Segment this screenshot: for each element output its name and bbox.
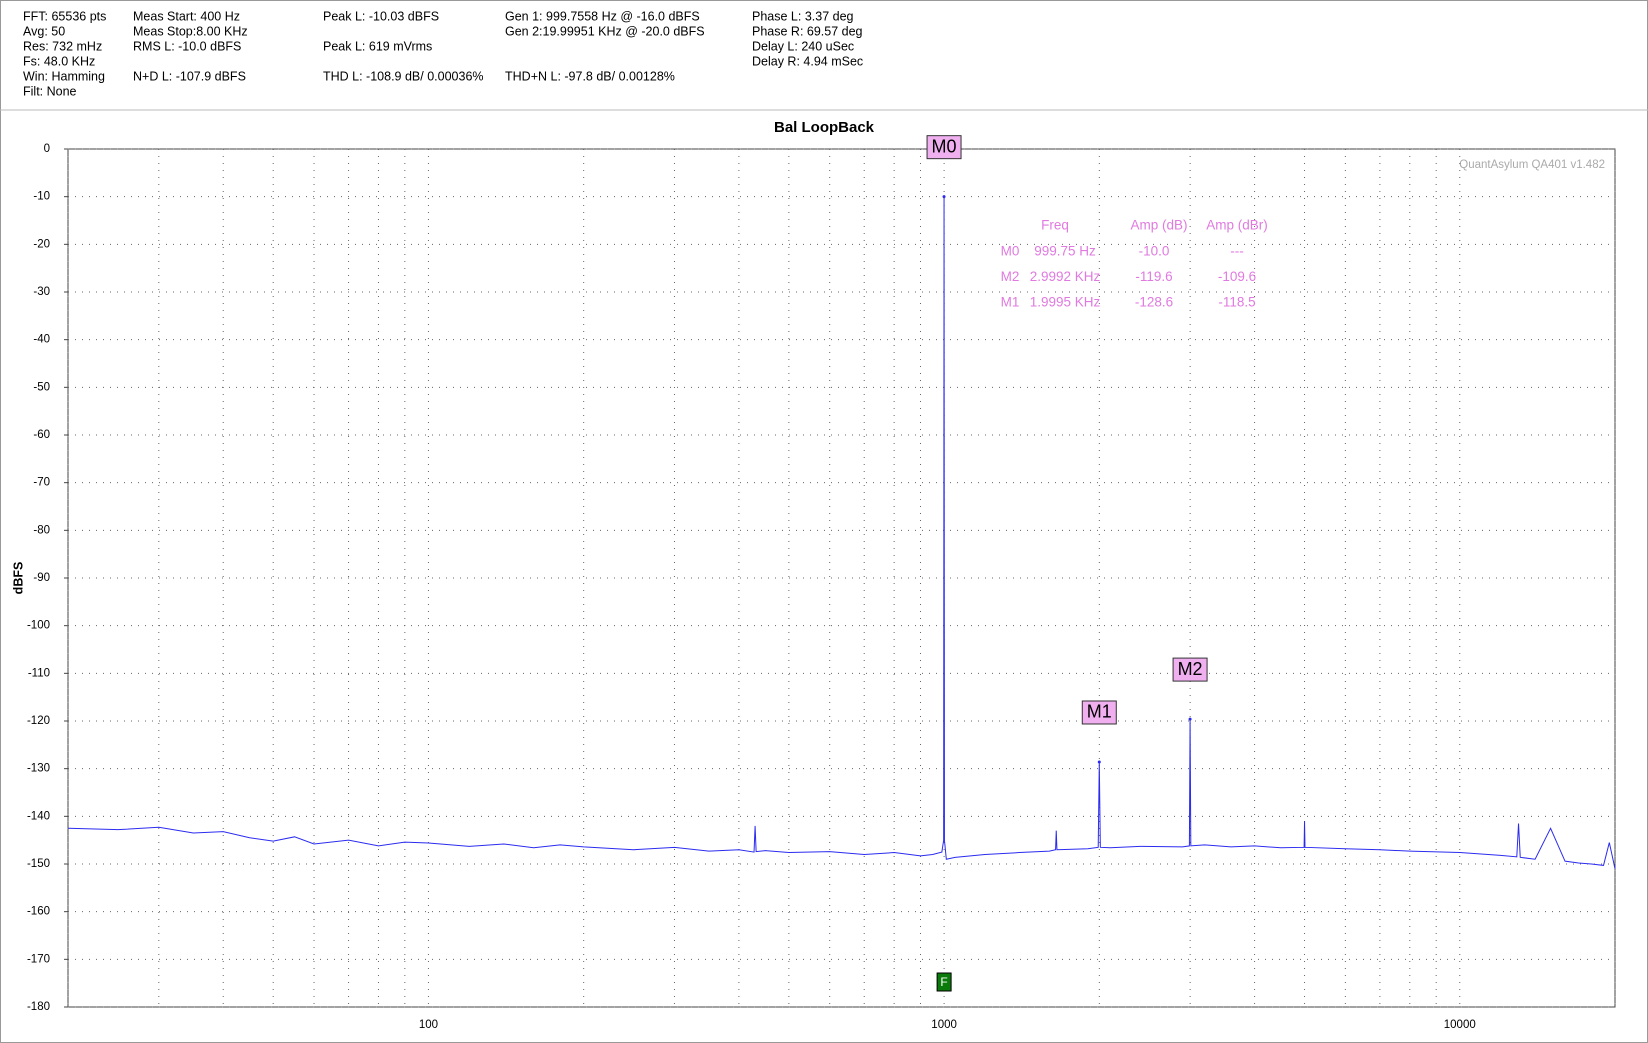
stat: Fs: 48.0 KHz [23,54,95,68]
table-cell: -118.5 [1218,295,1255,310]
y-tick-label: -80 [33,524,50,536]
table-header: Freq [1041,218,1069,233]
table-header: Amp (dB) [1130,218,1187,233]
table-cell: -119.6 [1135,269,1172,284]
stat: Gen 2:19.99951 KHz @ -20.0 dBFS [505,24,705,38]
y-tick-label: -40 [33,334,50,346]
x-tick-label: 1000 [931,1019,957,1031]
stat: Delay L: 240 uSec [752,39,854,53]
y-tick-label: -140 [27,810,50,822]
y-tick-label: 0 [44,143,50,155]
y-tick-label: -160 [27,906,50,918]
stat: Meas Stop:8.00 KHz [133,24,248,38]
flag-label: F [940,975,947,989]
x-tick-label: 100 [419,1019,438,1031]
y-tick-label: -120 [27,715,50,727]
chart-title: Bal LoopBack [774,119,875,136]
marker-point [1097,760,1101,764]
table-cell: --- [1230,244,1244,259]
table-cell: M2 [1001,269,1020,284]
y-tick-label: -110 [28,667,50,679]
table-cell: 1.9995 KHz [1030,295,1101,310]
stat: N+D L: -107.9 dBFS [133,69,246,83]
stat: Peak L: -10.03 dBFS [323,9,439,23]
stat: RMS L: -10.0 dBFS [133,39,241,53]
y-tick-label: -10 [33,191,50,203]
stat: Win: Hamming [23,69,105,83]
x-tick-label: 10000 [1444,1019,1476,1031]
marker-box [926,135,962,160]
spectrum-line [67,196,1616,869]
watermark: QuantAsylum QA401 v1.482 [1459,159,1605,171]
marker-box [1172,657,1208,682]
marker-point [1188,717,1192,721]
y-tick-label: -60 [33,429,50,441]
stat: Avg: 50 [23,24,65,38]
marker-label: M1 [1087,702,1112,722]
table-cell: -128.6 [1135,295,1173,310]
stat: Filt: None [23,84,77,98]
y-tick-label: -90 [33,572,50,584]
stat: FFT: 65536 pts [23,9,106,23]
stat: Phase L: 3.37 deg [752,9,854,23]
y-tick-label: -70 [33,477,50,489]
y-tick-label: -50 [33,381,50,393]
y-tick-label: -180 [27,1001,50,1013]
y-axis-label: dBFS [11,562,25,595]
table-cell: M1 [1001,295,1020,310]
table-cell: 2.9992 KHz [1030,269,1101,284]
marker-label: M0 [932,136,957,156]
stats-panel: FFT: 65536 pts Avg: 50 Res: 732 mHz Fs: … [23,9,863,98]
table-cell: -109.6 [1218,269,1256,284]
y-tick-label: -20 [33,238,50,250]
y-tick-label: -170 [27,953,50,965]
y-tick-label: -150 [27,858,50,870]
y-tick-label: -30 [33,286,50,298]
stat: Delay R: 4.94 mSec [752,54,863,68]
stat: Peak L: 619 mVrms [323,39,432,53]
table-header: Amp (dBr) [1206,218,1268,233]
stat: Phase R: 69.57 deg [752,24,863,38]
stat: Gen 1: 999.7558 Hz @ -16.0 dBFS [505,9,700,23]
table-cell: M0 [1001,244,1020,259]
stat: Res: 732 mHz [23,39,102,53]
flag-box [936,972,952,992]
marker-point [942,195,946,199]
stat: Meas Start: 400 Hz [133,9,240,23]
stat: THD+N L: -97.8 dB/ 0.00128% [505,69,675,83]
table-cell: -10.0 [1139,244,1170,259]
table-cell: 999.75 Hz [1034,244,1096,259]
y-tick-label: -100 [27,620,50,632]
marker-box [1081,700,1117,725]
marker-label: M2 [1178,659,1203,679]
y-tick-label: -130 [27,763,50,775]
stat: THD L: -108.9 dB/ 0.00036% [323,69,484,83]
